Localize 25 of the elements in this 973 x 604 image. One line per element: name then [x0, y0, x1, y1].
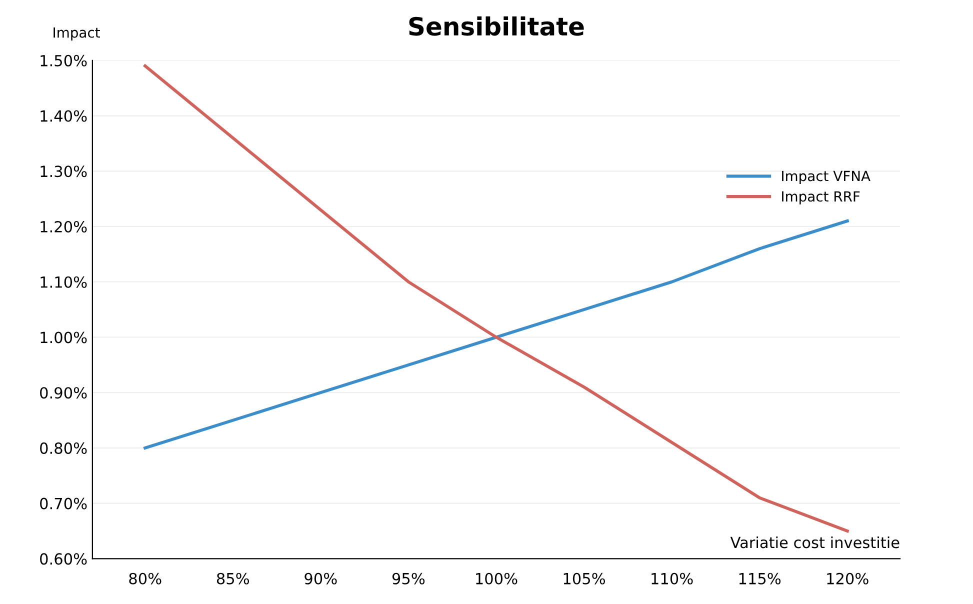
x-axis-title: Variatie cost investitie [730, 536, 900, 548]
y-tick-label: 0.90% [40, 387, 87, 399]
line-series [144, 219, 849, 450]
x-tick-label: 90% [304, 572, 337, 584]
y-tick-label: 1.40% [40, 110, 87, 122]
x-tick-label: 115% [739, 572, 781, 584]
x-tick-label: 85% [216, 572, 250, 584]
y-tick-label: 1.30% [40, 166, 87, 178]
y-tick-label: 1.00% [40, 332, 87, 344]
x-tick-label: 80% [129, 572, 162, 584]
chart-title: Sensibilitate [409, 16, 584, 36]
x-tick-label: 95% [392, 572, 425, 584]
y-axis-title: Impact [54, 27, 100, 40]
x-tick-label: 105% [564, 572, 606, 584]
y-tick-label: 0.80% [40, 442, 87, 454]
x-tick-label: 120% [827, 572, 868, 584]
x-tick-label: 110% [652, 572, 693, 584]
y-tick-label: 1.50% [40, 54, 87, 66]
y-tick-label: 1.10% [40, 276, 87, 288]
legend-label: Impact RRF [782, 191, 860, 204]
y-tick-label: 1.20% [40, 220, 87, 233]
x-tick-label: 100% [476, 572, 518, 584]
y-tick-label: 0.60% [40, 553, 87, 565]
y-tick-label: 0.70% [40, 498, 87, 510]
legend-label: Impact VFNA [782, 170, 870, 184]
